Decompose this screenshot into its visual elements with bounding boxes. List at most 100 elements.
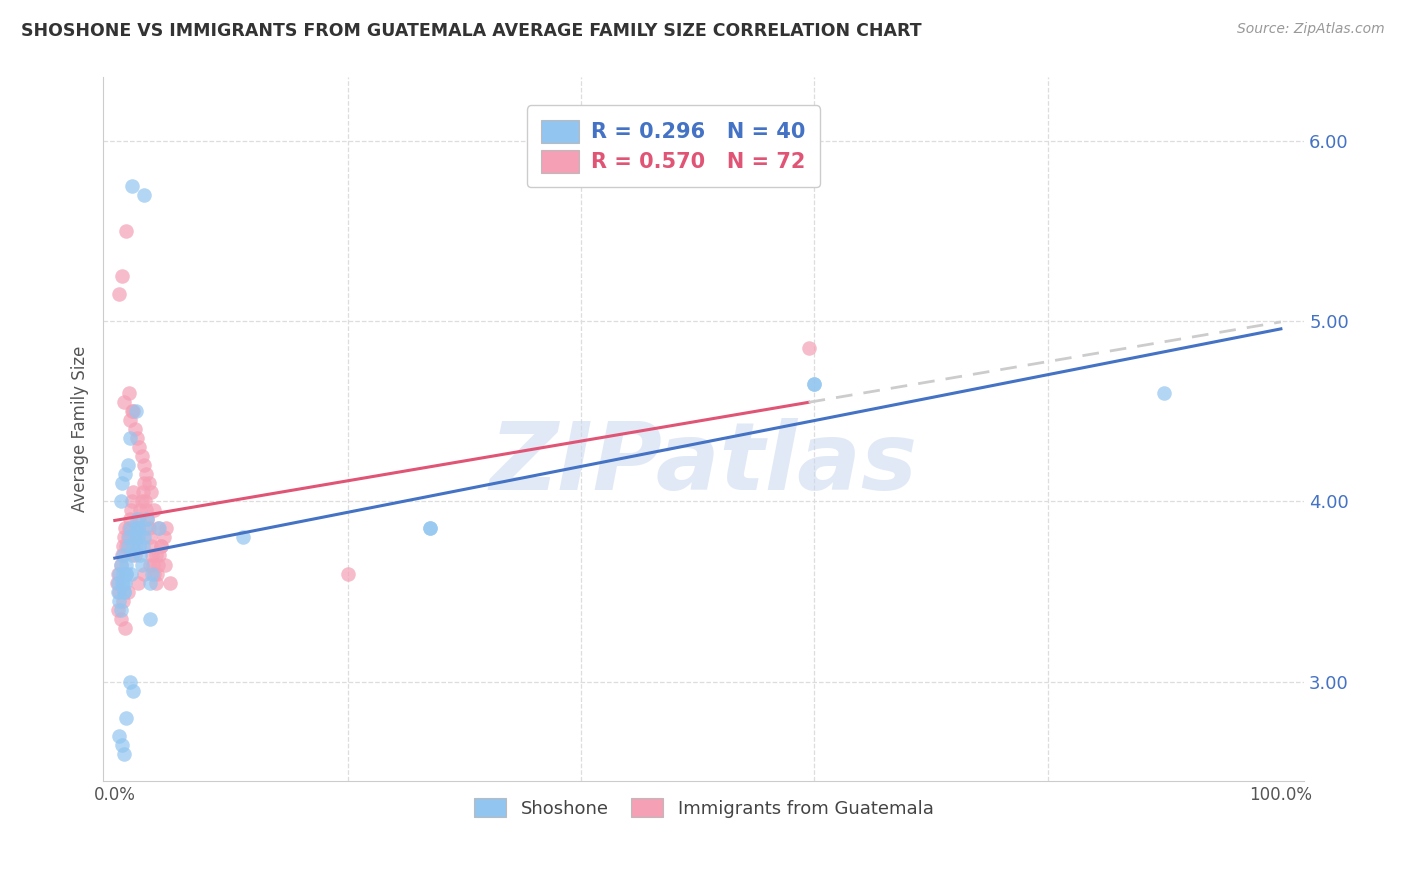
Point bbox=[122, 485, 145, 500]
Point bbox=[128, 512, 150, 526]
Point bbox=[128, 540, 150, 554]
Point bbox=[129, 549, 152, 563]
Point bbox=[105, 575, 128, 590]
Point bbox=[121, 178, 143, 193]
Y-axis label: Average Family Size: Average Family Size bbox=[72, 346, 89, 512]
Point bbox=[139, 612, 162, 626]
Point bbox=[108, 584, 131, 599]
Point bbox=[132, 566, 155, 581]
Point bbox=[107, 566, 129, 581]
Point bbox=[108, 566, 131, 581]
Point bbox=[139, 558, 162, 572]
Point bbox=[135, 503, 157, 517]
Point bbox=[132, 476, 155, 491]
Point bbox=[803, 377, 825, 392]
Point bbox=[134, 521, 156, 535]
Point bbox=[111, 593, 134, 607]
Point bbox=[139, 485, 162, 500]
Point bbox=[125, 521, 148, 535]
Point bbox=[129, 503, 152, 517]
Point bbox=[111, 268, 134, 283]
Point bbox=[112, 395, 135, 409]
Point bbox=[108, 593, 131, 607]
Point bbox=[115, 224, 138, 238]
Point bbox=[132, 485, 155, 500]
Point bbox=[111, 549, 134, 563]
Point bbox=[127, 531, 149, 545]
Text: Source: ZipAtlas.com: Source: ZipAtlas.com bbox=[1237, 22, 1385, 37]
Point bbox=[142, 558, 165, 572]
Point bbox=[127, 575, 149, 590]
Point bbox=[141, 566, 163, 581]
Point bbox=[148, 549, 170, 563]
Point bbox=[136, 512, 159, 526]
Point bbox=[132, 540, 155, 554]
Point bbox=[115, 711, 138, 725]
Point bbox=[131, 450, 153, 464]
Point bbox=[124, 422, 146, 436]
Point bbox=[145, 575, 167, 590]
Point bbox=[112, 584, 135, 599]
Point bbox=[138, 476, 160, 491]
Point bbox=[125, 404, 148, 418]
Point bbox=[132, 531, 155, 545]
Point bbox=[143, 503, 166, 517]
Point bbox=[114, 575, 136, 590]
Point bbox=[115, 566, 138, 581]
Point bbox=[107, 584, 129, 599]
Point bbox=[115, 566, 138, 581]
Point bbox=[110, 612, 132, 626]
Point bbox=[803, 377, 825, 392]
Point bbox=[111, 549, 134, 563]
Point bbox=[111, 575, 134, 590]
Text: SHOSHONE VS IMMIGRANTS FROM GUATEMALA AVERAGE FAMILY SIZE CORRELATION CHART: SHOSHONE VS IMMIGRANTS FROM GUATEMALA AV… bbox=[21, 22, 922, 40]
Point bbox=[110, 558, 132, 572]
Point bbox=[115, 558, 138, 572]
Point bbox=[138, 521, 160, 535]
Point bbox=[111, 540, 134, 554]
Point bbox=[118, 413, 141, 427]
Legend: Shoshone, Immigrants from Guatemala: Shoshone, Immigrants from Guatemala bbox=[467, 790, 941, 825]
Point bbox=[145, 549, 167, 563]
Point bbox=[127, 521, 149, 535]
Point bbox=[110, 602, 132, 616]
Point bbox=[146, 566, 169, 581]
Point bbox=[139, 540, 162, 554]
Point bbox=[110, 558, 132, 572]
Point bbox=[122, 683, 145, 698]
Point bbox=[111, 575, 134, 590]
Point bbox=[232, 531, 254, 545]
Point bbox=[122, 404, 145, 418]
Point bbox=[121, 549, 143, 563]
Point bbox=[118, 431, 141, 445]
Point bbox=[125, 512, 148, 526]
Point bbox=[132, 187, 155, 202]
Point bbox=[132, 458, 155, 473]
Point bbox=[118, 521, 141, 535]
Point bbox=[124, 531, 146, 545]
Point bbox=[146, 558, 169, 572]
Text: ZIPatlas: ZIPatlas bbox=[489, 418, 918, 510]
Point bbox=[118, 674, 141, 689]
Point bbox=[419, 521, 441, 535]
Point bbox=[114, 621, 136, 635]
Point bbox=[118, 386, 141, 401]
Point bbox=[120, 503, 142, 517]
Point bbox=[419, 521, 441, 535]
Point bbox=[118, 521, 141, 535]
Point bbox=[111, 476, 134, 491]
Point bbox=[152, 531, 174, 545]
Point bbox=[117, 540, 139, 554]
Point bbox=[122, 540, 145, 554]
Point bbox=[124, 549, 146, 563]
Point bbox=[148, 521, 170, 535]
Point bbox=[118, 531, 141, 545]
Point bbox=[107, 602, 129, 616]
Point bbox=[150, 540, 173, 554]
Point bbox=[121, 494, 143, 508]
Point bbox=[135, 467, 157, 482]
Point bbox=[797, 341, 820, 355]
Point bbox=[134, 494, 156, 508]
Point bbox=[114, 521, 136, 535]
Point bbox=[108, 287, 131, 301]
